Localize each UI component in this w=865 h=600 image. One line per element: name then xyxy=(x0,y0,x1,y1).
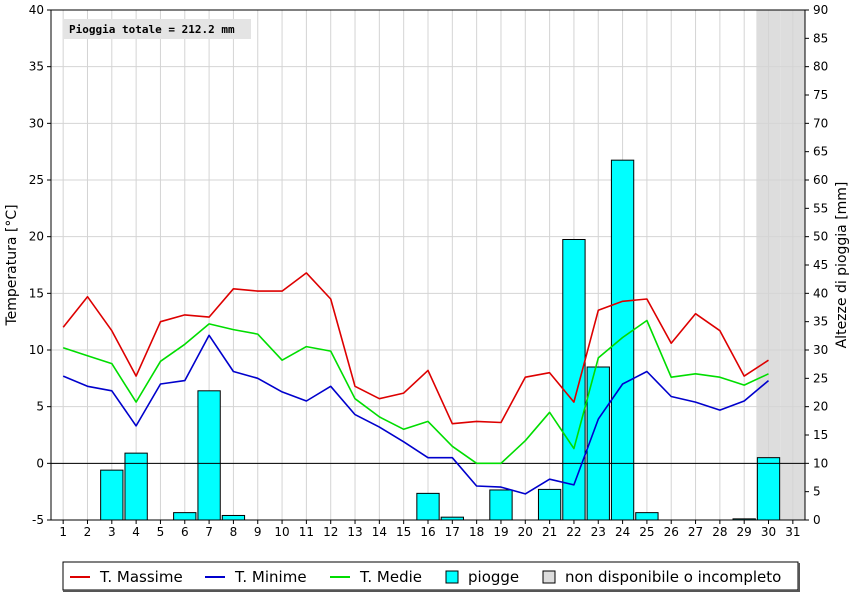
y-left-tick-label: 10 xyxy=(29,343,44,357)
y-left-tick-label: -5 xyxy=(32,513,44,527)
y-left-tick-label: 5 xyxy=(36,400,44,414)
rain-bar-day-24 xyxy=(610,159,635,521)
x-tick-label: 31 xyxy=(785,525,800,539)
rain-bar-day-3 xyxy=(100,469,124,521)
legend: T. Massime T. Minime T. Medie piogge non dis… xyxy=(62,561,800,592)
legend-label: non disponibile o incompleto xyxy=(565,568,781,586)
x-tick-label: 16 xyxy=(420,525,435,539)
y-left-tick-label: 40 xyxy=(29,3,44,17)
x-tick-label: 23 xyxy=(591,525,606,539)
y-axis-left-title: Temperatura [°C] xyxy=(4,204,20,326)
total-rain-text: Pioggia totale = 212.2 mm xyxy=(69,23,235,36)
y-right-tick-label: 35 xyxy=(813,315,828,329)
rain-bar-day-16 xyxy=(416,492,440,521)
legend-label: T. Minime xyxy=(234,568,307,586)
y-right-tick-label: 90 xyxy=(813,3,828,17)
x-tick-label: 2 xyxy=(84,525,92,539)
x-tick-label: 27 xyxy=(688,525,703,539)
x-tick-label: 25 xyxy=(639,525,654,539)
series-line-t-medie xyxy=(62,319,769,465)
rain-bar-day-22 xyxy=(562,239,586,521)
x-tick-label: 4 xyxy=(132,525,140,539)
y-left-tick-label: 0 xyxy=(36,456,44,470)
unavailable-region xyxy=(756,10,805,520)
y-right-tick-label: 75 xyxy=(813,88,828,102)
x-tick-label: 18 xyxy=(469,525,484,539)
y-right-tick-label: 55 xyxy=(813,201,828,215)
y-right-tick-label: 85 xyxy=(813,31,828,45)
x-tick-label: 15 xyxy=(396,525,411,539)
y-right-tick-label: 50 xyxy=(813,230,828,244)
y-right-tick-label: 80 xyxy=(813,60,828,74)
x-tick-label: 3 xyxy=(108,525,116,539)
y-left-tick-label: 20 xyxy=(29,230,44,244)
legend-label: T. Massime xyxy=(99,568,183,586)
rain-bar-day-6 xyxy=(173,512,197,521)
series-line-t-massime xyxy=(62,272,769,425)
y-right-tick-label: 70 xyxy=(813,116,828,130)
legend-box xyxy=(62,561,799,591)
y-right-tick-label: 20 xyxy=(813,400,828,414)
x-tick-label: 22 xyxy=(566,525,581,539)
rain-bar-day-8 xyxy=(221,514,246,521)
y-right-tick-label: 65 xyxy=(813,145,828,159)
x-tick-label: 1 xyxy=(59,525,67,539)
x-tick-label: 6 xyxy=(181,525,189,539)
x-tick-label: 24 xyxy=(615,525,630,539)
rain-bar-day-25 xyxy=(635,512,659,521)
y-right-tick-label: 10 xyxy=(813,456,828,470)
rain-bar-day-19 xyxy=(489,489,513,521)
x-tick-label: 9 xyxy=(254,525,262,539)
x-tick-label: 14 xyxy=(372,525,387,539)
x-tick-label: 26 xyxy=(664,525,679,539)
y-axis-left: -5 0 5 10 15 20 25 30 35 40 xyxy=(29,3,51,527)
x-tick-label: 30 xyxy=(761,525,776,539)
x-tick-label: 19 xyxy=(493,525,508,539)
x-tick-label: 10 xyxy=(274,525,289,539)
x-tick-label: 13 xyxy=(347,525,362,539)
legend-label: T. Medie xyxy=(359,568,422,586)
total-rain-annotation: Pioggia totale = 212.2 mm xyxy=(63,19,251,39)
y-right-tick-label: 60 xyxy=(813,173,828,187)
x-tick-label: 20 xyxy=(518,525,533,539)
rain-bar-day-21 xyxy=(537,488,562,521)
legend-swatch xyxy=(445,570,459,584)
x-axis: 1 2 3 4 5 6 7 8 9 10 11 12 13 14 15 16 17 18 19 20 21 22 23 24 2… xyxy=(59,520,800,539)
y-left-tick-label: 15 xyxy=(29,286,44,300)
y-right-tick-label: 45 xyxy=(813,258,828,272)
rain-bar-day-7 xyxy=(197,390,221,521)
x-tick-label: 29 xyxy=(737,525,752,539)
y-right-tick-label: 25 xyxy=(813,371,828,385)
x-tick-label: 28 xyxy=(712,525,727,539)
x-tick-label: 11 xyxy=(299,525,314,539)
y-right-tick-label: 0 xyxy=(813,513,821,527)
x-tick-label: 5 xyxy=(157,525,165,539)
y-left-tick-label: 30 xyxy=(29,116,44,130)
legend-label: piogge xyxy=(468,568,519,586)
grid xyxy=(51,9,805,521)
y-left-tick-label: 35 xyxy=(29,60,44,74)
series-line-t-minime xyxy=(62,334,770,495)
y-left-tick-label: 25 xyxy=(29,173,44,187)
legend-swatch xyxy=(542,570,556,584)
rain-bar-day-30 xyxy=(756,457,781,521)
x-tick-label: 7 xyxy=(205,525,213,539)
x-tick-label: 21 xyxy=(542,525,557,539)
rain-bars xyxy=(100,159,781,521)
x-tick-label: 12 xyxy=(323,525,338,539)
y-right-tick-label: 30 xyxy=(813,343,828,357)
y-axis-right: 0 5 10 15 20 25 30 35 40 45 50 55 60 65 70 75 80 85 90 xyxy=(805,3,828,527)
temperature-lines xyxy=(62,272,770,495)
y-right-tick-label: 15 xyxy=(813,428,828,442)
x-tick-label: 17 xyxy=(445,525,460,539)
y-axis-right-title: Altezze di pioggia [mm] xyxy=(834,182,850,349)
y-right-tick-label: 40 xyxy=(813,286,828,300)
x-tick-label: 8 xyxy=(230,525,238,539)
y-right-tick-label: 5 xyxy=(813,485,821,499)
